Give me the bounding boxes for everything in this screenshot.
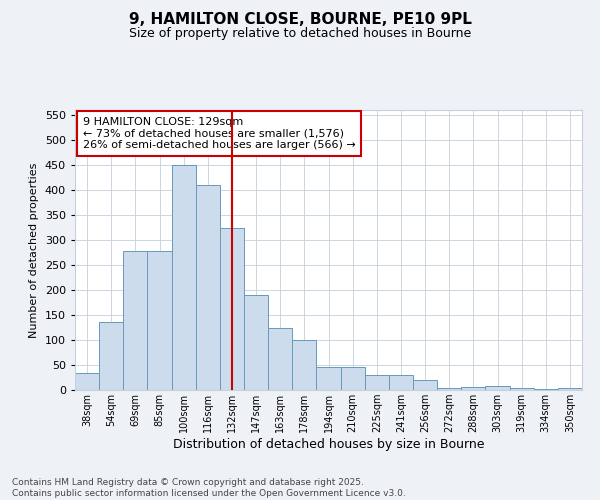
Bar: [148, 251, 172, 390]
Bar: [316, 367, 341, 390]
Bar: [123, 251, 148, 390]
Bar: [437, 388, 461, 390]
Bar: [485, 386, 509, 390]
Bar: [413, 380, 437, 390]
Bar: [292, 340, 316, 390]
Bar: [172, 165, 196, 390]
Bar: [99, 322, 123, 390]
Text: Size of property relative to detached houses in Bourne: Size of property relative to detached ho…: [129, 28, 471, 40]
Bar: [365, 375, 389, 390]
Bar: [196, 185, 220, 390]
Bar: [341, 367, 365, 390]
Text: 9, HAMILTON CLOSE, BOURNE, PE10 9PL: 9, HAMILTON CLOSE, BOURNE, PE10 9PL: [128, 12, 472, 28]
Bar: [558, 388, 582, 390]
Bar: [509, 388, 534, 390]
Bar: [75, 372, 99, 390]
Bar: [534, 388, 558, 390]
X-axis label: Distribution of detached houses by size in Bourne: Distribution of detached houses by size …: [173, 438, 484, 451]
Bar: [389, 375, 413, 390]
Bar: [220, 228, 244, 390]
Text: Contains HM Land Registry data © Crown copyright and database right 2025.
Contai: Contains HM Land Registry data © Crown c…: [12, 478, 406, 498]
Text: 9 HAMILTON CLOSE: 129sqm
← 73% of detached houses are smaller (1,576)
26% of sem: 9 HAMILTON CLOSE: 129sqm ← 73% of detach…: [83, 117, 355, 150]
Bar: [461, 386, 485, 390]
Bar: [268, 328, 292, 390]
Y-axis label: Number of detached properties: Number of detached properties: [29, 162, 39, 338]
Bar: [244, 295, 268, 390]
